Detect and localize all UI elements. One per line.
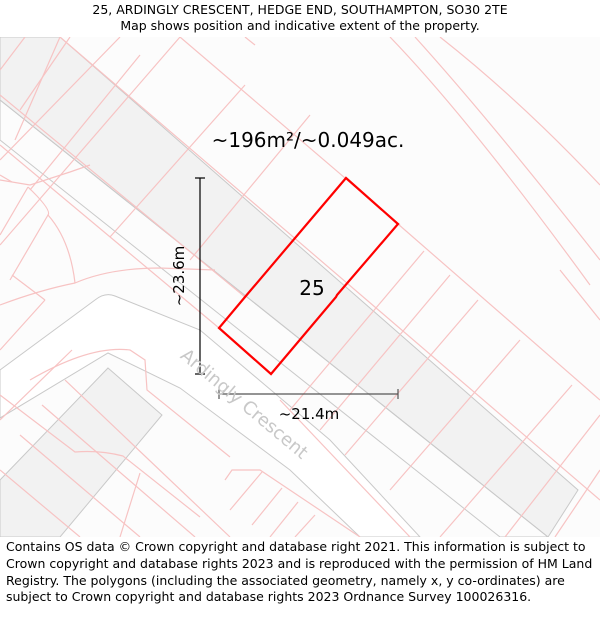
area-label: ~196m²/~0.049ac. [212,128,405,152]
building-strips [0,37,579,537]
width-dimension-line [218,389,399,399]
map-subtitle: Map shows position and indicative extent… [120,18,480,33]
map-header: 25, ARDINGLY CRESCENT, HEDGE END, SOUTHA… [0,0,600,39]
height-dimension-line [195,177,205,375]
width-dimension-label: ~21.4m [279,405,340,423]
copyright-notice: Contains OS data © Crown copyright and d… [6,539,593,605]
property-address: 25, ARDINGLY CRESCENT, HEDGE END, SOUTHA… [92,2,508,17]
height-dimension-label: ~23.6m [170,246,188,307]
house-number-label: 25 [299,276,324,300]
property-map[interactable]: Ardingly Crescent ~196m²/~0.049ac. 25 ~2… [0,37,600,537]
road-ardingly-crescent [0,294,421,537]
property-boundary[interactable] [217,176,400,376]
